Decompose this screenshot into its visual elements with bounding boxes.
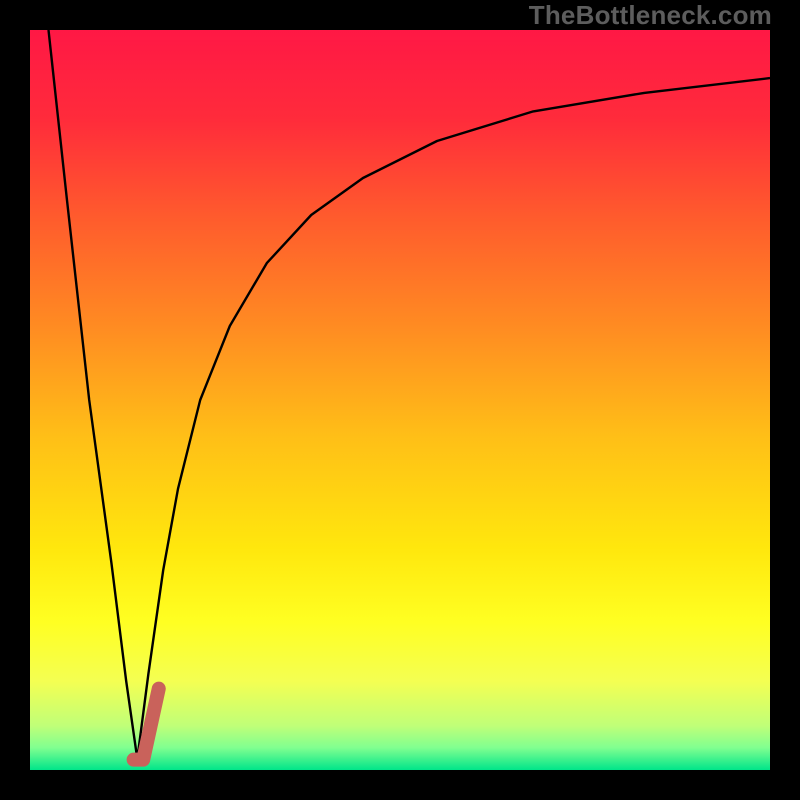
- chart-line-layer: [30, 30, 770, 770]
- chart-container: TheBottleneck.com: [0, 0, 800, 800]
- watermark-text: TheBottleneck.com: [529, 0, 772, 31]
- bottleneck-curve: [49, 30, 771, 759]
